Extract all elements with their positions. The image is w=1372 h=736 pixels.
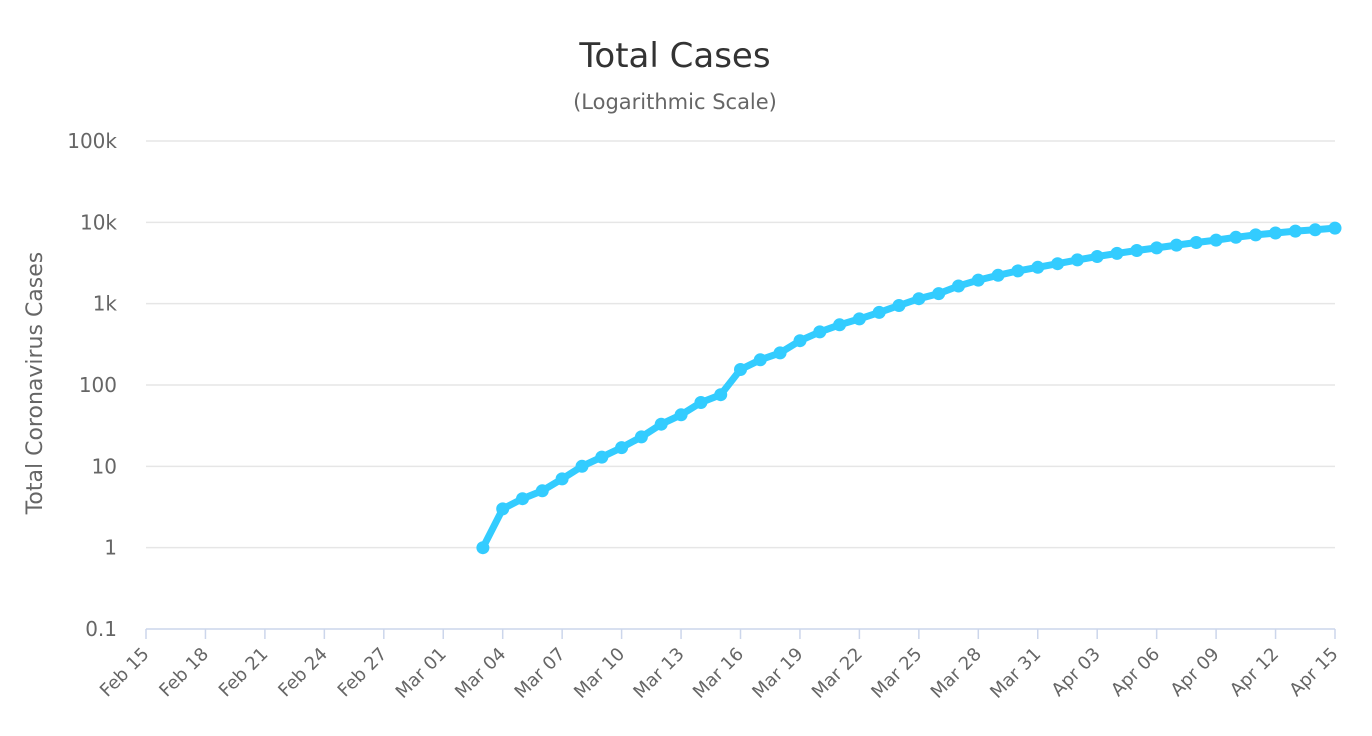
- data-point[interactable]: [615, 441, 629, 455]
- data-point[interactable]: [971, 273, 985, 287]
- data-point[interactable]: [476, 541, 490, 555]
- x-tick-label: Feb 21: [215, 644, 273, 702]
- data-point[interactable]: [634, 430, 648, 444]
- x-axis-ticks: Feb 15 Feb 18 Feb 21 Feb 24 Feb 27 Mar 01 Mar …: [96, 629, 1343, 703]
- y-tick-label: 0.1: [85, 617, 117, 641]
- series-total-cases: [476, 221, 1342, 555]
- data-point[interactable]: [833, 318, 847, 332]
- data-point[interactable]: [674, 408, 688, 422]
- grid-lines: [146, 140, 1335, 630]
- data-point[interactable]: [1130, 244, 1144, 257]
- data-point[interactable]: [1150, 241, 1164, 255]
- data-point[interactable]: [852, 312, 866, 326]
- data-point[interactable]: [1229, 230, 1243, 244]
- x-tick-label: Apr 09: [1167, 644, 1224, 701]
- data-point[interactable]: [1328, 221, 1342, 235]
- data-point[interactable]: [932, 287, 946, 301]
- data-point[interactable]: [753, 353, 767, 367]
- data-point[interactable]: [1051, 257, 1065, 271]
- chart-title: Total Cases: [578, 36, 770, 76]
- y-axis-ticks: 0.1 1 10 100 1k 10k 100k: [67, 129, 117, 641]
- data-point[interactable]: [734, 363, 747, 376]
- x-tick-label: Apr 15: [1285, 644, 1342, 701]
- data-point[interactable]: [595, 450, 609, 464]
- x-tick-label: Mar 22: [808, 644, 867, 703]
- x-tick-label: Mar 13: [629, 644, 688, 703]
- data-point[interactable]: [516, 492, 529, 506]
- data-point[interactable]: [892, 299, 906, 312]
- data-point[interactable]: [1110, 246, 1124, 260]
- x-tick-label: Apr 03: [1048, 644, 1105, 701]
- chart-subtitle: (Logarithmic Scale): [573, 90, 777, 114]
- data-point[interactable]: [1249, 228, 1263, 242]
- x-tick-label: Apr 06: [1107, 644, 1164, 701]
- x-tick-label: Mar 19: [748, 644, 807, 703]
- data-point[interactable]: [773, 346, 787, 360]
- x-tick-label: Mar 10: [570, 644, 629, 703]
- data-point[interactable]: [714, 388, 728, 402]
- data-point[interactable]: [872, 305, 886, 319]
- x-tick-label: Apr 12: [1226, 644, 1283, 701]
- x-tick-label: Mar 16: [689, 644, 748, 703]
- data-point[interactable]: [1308, 223, 1322, 237]
- y-tick-label: 1k: [93, 292, 118, 316]
- x-tick-label: Mar 04: [451, 644, 510, 703]
- y-tick-label: 100: [79, 373, 117, 397]
- data-point[interactable]: [1031, 260, 1045, 274]
- x-tick-label: Mar 31: [986, 644, 1045, 703]
- data-point[interactable]: [912, 292, 926, 306]
- x-tick-label: Mar 01: [392, 644, 451, 703]
- data-point[interactable]: [813, 325, 827, 339]
- data-point[interactable]: [555, 472, 569, 486]
- data-point[interactable]: [1269, 226, 1282, 240]
- x-tick-label: Feb 24: [274, 644, 332, 702]
- y-axis-title: Total Coronavirus Cases: [23, 252, 48, 516]
- data-point[interactable]: [1170, 238, 1183, 252]
- x-tick-label: Feb 27: [334, 644, 392, 702]
- x-tick-label: Mar 07: [511, 644, 570, 703]
- x-tick-label: Feb 18: [155, 644, 213, 702]
- y-tick-label: 100k: [67, 129, 117, 153]
- data-point[interactable]: [535, 484, 549, 498]
- data-point[interactable]: [1090, 250, 1104, 263]
- x-tick-label: Mar 28: [927, 644, 986, 703]
- data-point[interactable]: [694, 396, 708, 409]
- x-tick-label: Feb 15: [96, 644, 154, 702]
- data-point[interactable]: [654, 417, 668, 431]
- data-point[interactable]: [496, 502, 510, 516]
- data-point[interactable]: [1209, 233, 1223, 247]
- series-line: [479, 224, 1339, 552]
- data-point[interactable]: [1011, 264, 1025, 278]
- data-point[interactable]: [952, 279, 965, 293]
- y-tick-label: 1: [104, 536, 117, 560]
- data-point[interactable]: [1070, 253, 1084, 267]
- x-tick-label: Mar 25: [867, 644, 926, 703]
- y-tick-label: 10k: [80, 210, 117, 234]
- data-point[interactable]: [1288, 224, 1302, 238]
- data-point[interactable]: [575, 459, 589, 473]
- data-point[interactable]: [991, 268, 1005, 282]
- y-tick-label: 10: [92, 454, 117, 478]
- data-point[interactable]: [793, 334, 807, 348]
- data-point[interactable]: [1189, 236, 1203, 249]
